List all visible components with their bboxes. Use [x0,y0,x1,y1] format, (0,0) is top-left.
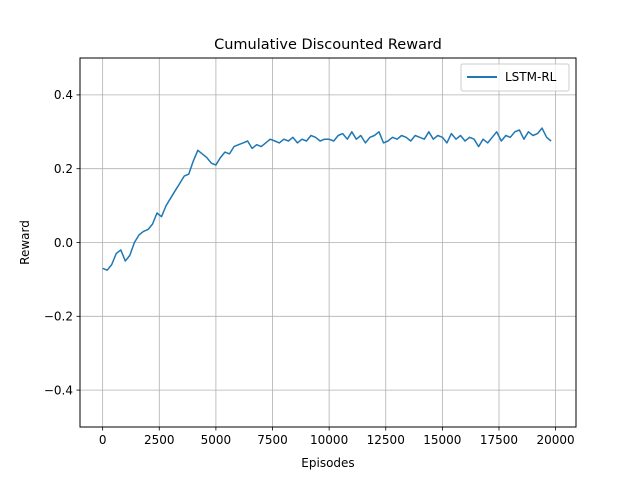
x-tick-label: 10000 [310,433,348,447]
y-tick-label: 0.0 [54,236,73,250]
x-tick-label: 7500 [257,433,288,447]
chart-title: Cumulative Discounted Reward [214,37,442,53]
axis-ticks: 0 2500 5000 7500 10000 12500 15000 17500 20000 −0… [44,88,575,447]
legend-label-lstm-rl: LSTM-RL [505,70,557,84]
x-tick-label: 2500 [144,433,175,447]
series-line-lstm-rl [102,127,552,271]
x-tick-label: 15000 [423,433,461,447]
legend: LSTM-RL [460,63,570,92]
x-tick-label: 12500 [367,433,405,447]
x-tick-label: 5000 [201,433,232,447]
y-axis-label: Reward [18,220,32,265]
x-axis-label: Episodes [301,456,354,470]
y-tick-label: −0.2 [44,310,73,324]
series-layer [102,127,552,271]
x-tick-label: 17500 [480,433,518,447]
grid [80,58,576,427]
y-tick-label: −0.4 [44,383,73,397]
x-tick-label: 0 [99,433,107,447]
y-tick-label: 0.2 [54,162,73,176]
legend-box [460,63,570,92]
y-tick-label: 0.4 [54,88,73,102]
x-tick-label: 20000 [537,433,575,447]
